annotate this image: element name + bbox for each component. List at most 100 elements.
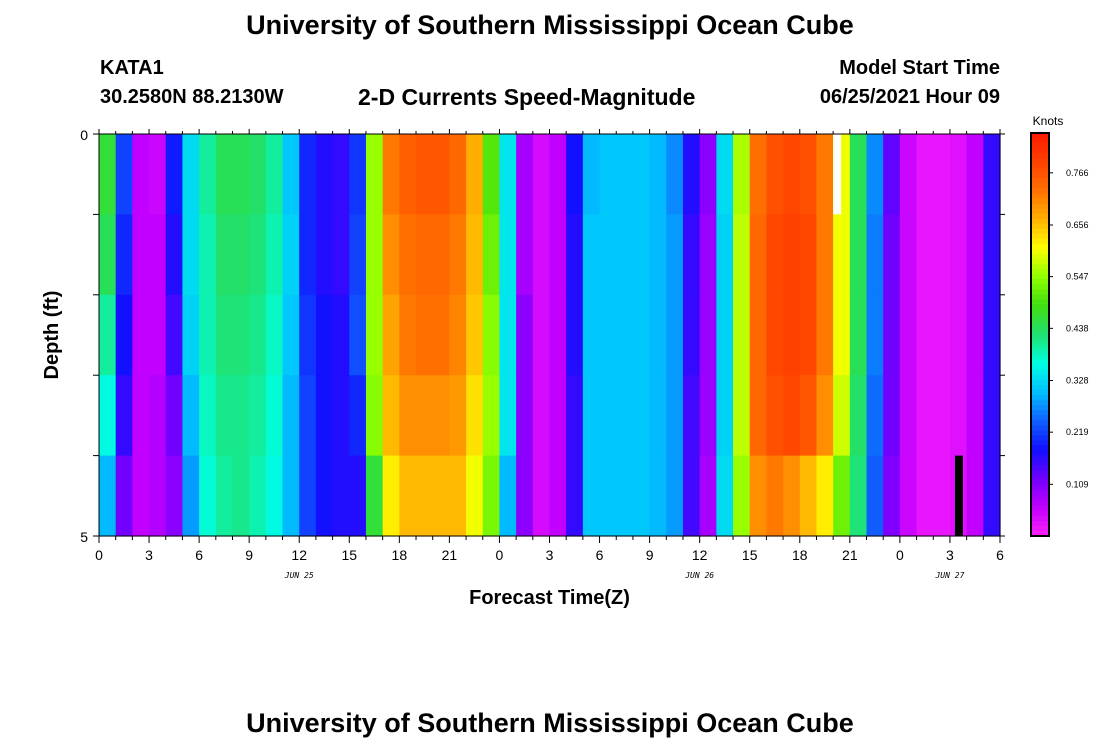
model-start-label: Model Start Time [839, 57, 1000, 79]
heatmap-cell [849, 375, 868, 457]
missing-data-marker [954, 455, 963, 536]
heatmap-cell [315, 134, 334, 215]
colorbar-segment [1031, 193, 1049, 199]
heatmap-cell [616, 455, 634, 537]
heatmap-cells [99, 134, 1001, 537]
heatmap-cell [215, 134, 234, 215]
colorbar-segment [1031, 168, 1049, 174]
heatmap-cell [966, 294, 984, 376]
heatmap-cell [849, 134, 868, 215]
heatmap-cell [716, 294, 734, 376]
colorbar-segment [1031, 394, 1049, 401]
heatmap-cell [332, 294, 350, 376]
colorbar-legend: 0.109 0.219 0.328 0.438 0.547 0.656 0.766 Knots [1030, 114, 1089, 537]
heatmap-cell [699, 375, 717, 457]
heatmap-cell [449, 294, 467, 376]
missing-data-markers [833, 134, 963, 536]
heatmap-cell [315, 455, 334, 537]
heatmap-cell [682, 455, 701, 537]
heatmap-cell [149, 294, 167, 376]
heatmap-cell [716, 455, 734, 537]
heatmap-cell [215, 294, 234, 376]
heatmap-cell [682, 134, 701, 215]
colorbar-segment [1031, 490, 1049, 497]
colorbar-segment [1031, 314, 1049, 320]
heatmap-cell [532, 375, 551, 457]
heatmap-cell [182, 375, 200, 457]
heatmap-cell [616, 375, 634, 457]
date-label: JUN 27 [934, 571, 964, 580]
heatmap-cell [165, 455, 184, 537]
colorbar-segment [1031, 274, 1049, 280]
heatmap-cell [165, 294, 184, 376]
heatmap-cell [282, 214, 300, 296]
heatmap-cell [833, 455, 851, 537]
heatmap-cell [849, 214, 868, 296]
colorbar-segment [1031, 515, 1049, 522]
heatmap-cell [783, 214, 801, 296]
colorbar-segment [1031, 178, 1049, 184]
heatmap-cell [482, 134, 501, 215]
colorbar-segment [1031, 465, 1049, 472]
heatmap-cell [833, 375, 851, 457]
colorbar-tick-label: 0.656 [1066, 220, 1089, 230]
heatmap-cell [299, 214, 317, 296]
heatmap-cell [115, 455, 133, 537]
heatmap-cell [816, 134, 834, 215]
heatmap-cell [349, 294, 367, 376]
heatmap-cell [365, 134, 384, 215]
heatmap-cell [99, 134, 117, 215]
colorbar-segment [1031, 284, 1049, 290]
heatmap-cell [699, 214, 717, 296]
colorbar-segment [1031, 344, 1049, 351]
colorbar-segment [1031, 445, 1049, 451]
colorbar-segment [1031, 329, 1049, 335]
heatmap-cell [499, 455, 517, 537]
colorbar-segment [1031, 163, 1049, 169]
x-tick-label: 6 [996, 547, 1004, 563]
colorbar-segment [1031, 269, 1049, 275]
heatmap-cell [916, 455, 934, 537]
heatmap-cell [966, 134, 984, 215]
heatmap-cell [949, 214, 968, 296]
heatmap-cell [132, 455, 150, 537]
x-axis-title: Forecast Time(Z) [469, 587, 630, 609]
x-tick-label: 3 [546, 547, 554, 563]
colorbar-segment [1031, 309, 1049, 315]
x-tick-label: 6 [596, 547, 604, 563]
heatmap-cell [682, 375, 701, 457]
colorbar-segment [1031, 485, 1049, 492]
heatmap-cell [883, 455, 901, 537]
heatmap-cell [849, 455, 868, 537]
x-tick-label: 6 [195, 547, 203, 563]
colorbar-tick-label: 0.547 [1066, 272, 1089, 282]
heatmap-cell [866, 134, 884, 215]
colorbar-unit-label: Knots [1033, 114, 1064, 128]
heatmap-cell [933, 134, 951, 215]
heatmap-cell [833, 214, 851, 296]
heatmap-cell [949, 134, 968, 215]
heatmap-cell [916, 294, 934, 376]
heatmap-cell [199, 214, 217, 296]
colorbar-segment [1031, 258, 1049, 265]
heatmap-cell [599, 294, 617, 376]
heatmap-cell [282, 455, 300, 537]
heatmap-cell [699, 134, 717, 215]
colorbar-segment [1031, 384, 1049, 391]
colorbar-segment [1031, 289, 1049, 295]
colorbar-segment [1031, 188, 1049, 194]
heatmap-cell [949, 294, 968, 376]
heatmap-cell [199, 455, 217, 537]
heatmap-cell [265, 214, 284, 296]
heatmap-cell [466, 455, 484, 537]
x-tick-label: 12 [692, 547, 708, 563]
station-id: KATA1 [100, 57, 164, 79]
heatmap-cell [599, 134, 617, 215]
heatmap-cell [282, 134, 300, 215]
heatmap-cell [566, 214, 584, 296]
colorbar-segment [1031, 525, 1049, 532]
colorbar-tick-label: 0.109 [1066, 479, 1089, 489]
heatmap-cell [215, 455, 234, 537]
colorbar-segment [1031, 430, 1049, 436]
colorbar-segment [1031, 435, 1049, 441]
